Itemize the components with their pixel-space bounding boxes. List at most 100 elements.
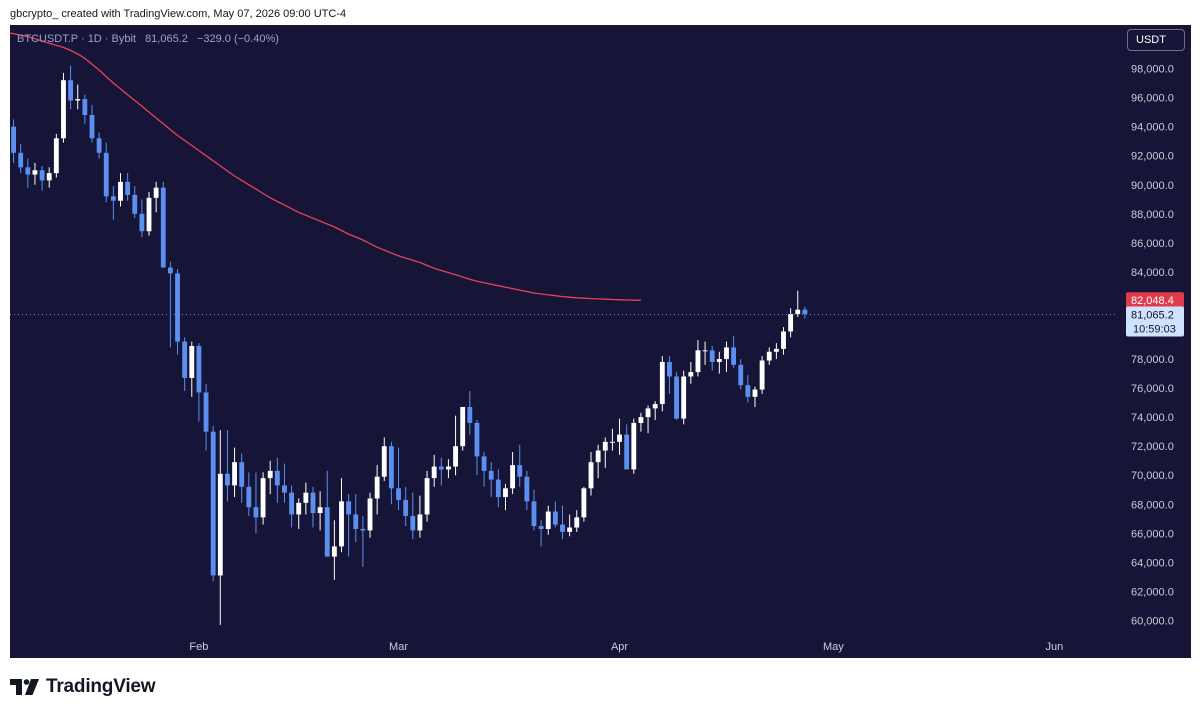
- candle-body: [25, 167, 31, 175]
- candle-body: [189, 345, 195, 378]
- candle-body: [460, 406, 466, 447]
- countdown-label: 10:59:03: [1133, 324, 1176, 336]
- symbol-label: BTCUSDT.P · 1D · Bybit: [17, 33, 136, 45]
- candle-body: [118, 181, 123, 201]
- candle-body: [602, 441, 608, 451]
- y-tick-label: 72,000.0: [1131, 441, 1174, 453]
- y-tick-label: 70,000.0: [1131, 470, 1174, 482]
- y-tick-label: 84,000.0: [1131, 267, 1174, 279]
- candle-body: [274, 470, 280, 486]
- x-tick-label: Feb: [189, 641, 208, 653]
- candle-body: [481, 456, 487, 471]
- candle-body: [688, 372, 694, 377]
- candle-body: [310, 492, 316, 513]
- candle-body: [239, 462, 245, 487]
- candle-body: [431, 466, 437, 479]
- candle-body: [645, 408, 651, 418]
- candle-body: [638, 417, 644, 423]
- candle-body: [353, 514, 359, 529]
- candle-body: [467, 406, 473, 423]
- candle-body: [745, 385, 751, 397]
- y-tick-label: 94,000.0: [1131, 122, 1174, 134]
- candle-body: [617, 434, 622, 442]
- y-tick-label: 74,000.0: [1131, 412, 1174, 424]
- candle-body: [160, 187, 166, 268]
- y-tick-label: 76,000.0: [1131, 383, 1174, 395]
- candle-body: [652, 404, 658, 409]
- current-price-tag: [1126, 306, 1184, 337]
- candle-body: [317, 507, 323, 513]
- candle-body: [103, 152, 109, 197]
- candle-body: [210, 431, 216, 576]
- candle-body: [716, 359, 722, 362]
- x-tick-label: Jun: [1046, 641, 1064, 653]
- y-tick-label: 98,000.0: [1131, 64, 1174, 76]
- candle-body: [495, 479, 501, 498]
- candle-body: [132, 194, 138, 214]
- candle-body: [667, 361, 672, 377]
- candle-body: [374, 476, 380, 499]
- candle-body: [545, 511, 551, 529]
- candle-body: [75, 99, 81, 101]
- tradingview-logo-icon: [10, 679, 39, 695]
- candle-body: [738, 364, 744, 386]
- candle-body: [681, 376, 687, 419]
- candle-body: [609, 441, 615, 443]
- candle-body: [324, 507, 330, 557]
- y-tick-label: 90,000.0: [1131, 180, 1174, 192]
- symbol-change: −329.0 (−0.40%): [196, 33, 279, 45]
- tradingview-wordmark: TradingView: [46, 676, 156, 697]
- candle-body: [674, 376, 679, 419]
- symbol-legend: BTCUSDT.P · 1D · Bybit 81,065.2 −329.0 (…: [17, 33, 279, 45]
- ma-value-label: 82,048.4: [1131, 295, 1174, 307]
- candle-body: [346, 501, 352, 515]
- candle-body: [581, 488, 587, 518]
- chart-area[interactable]: 60,000.0 62,000.0 64,000.0 66,000.0 68,000.0…: [10, 25, 1191, 658]
- candle-body: [11, 126, 16, 153]
- candle-body: [567, 527, 573, 532]
- candle-body: [396, 488, 401, 500]
- candle-body: [68, 80, 74, 101]
- candle-body: [695, 350, 701, 373]
- candle-body: [773, 348, 779, 352]
- candle-body: [339, 501, 344, 547]
- candle-body: [659, 361, 665, 405]
- candle-body: [531, 501, 537, 527]
- candle-body: [246, 486, 252, 508]
- tradingview-brand[interactable]: TradingView: [10, 676, 156, 698]
- candle-body: [702, 350, 708, 352]
- candle-body: [18, 152, 24, 168]
- candle-body: [524, 476, 530, 502]
- candle-body: [538, 526, 544, 529]
- candle-body: [403, 499, 409, 516]
- candle-body: [788, 314, 794, 332]
- candle-body: [203, 392, 209, 432]
- candle-body: [96, 138, 102, 153]
- candle-body: [253, 507, 259, 518]
- candle-body: [424, 478, 430, 515]
- y-tick-label: 64,000.0: [1131, 557, 1174, 569]
- y-tick-label: 68,000.0: [1131, 499, 1174, 511]
- candle-body: [217, 473, 223, 576]
- candle-body: [153, 187, 159, 198]
- candle-body: [232, 462, 237, 486]
- candle-body: [795, 309, 801, 315]
- candle-body: [752, 389, 758, 397]
- candle-body: [53, 138, 59, 174]
- candle-body: [146, 197, 152, 232]
- candle-body: [139, 213, 145, 232]
- ma-value-tag: [1126, 292, 1184, 309]
- candle-body: [510, 465, 516, 489]
- candle-body: [110, 196, 116, 201]
- candle-body: [631, 422, 637, 470]
- x-tick-label: Apr: [611, 641, 628, 653]
- currency-button[interactable]: USDT: [1127, 29, 1185, 51]
- candle-body: [39, 170, 45, 181]
- candle-body: [503, 488, 508, 498]
- candle-body: [488, 470, 494, 480]
- candle-body: [709, 350, 715, 362]
- candle-body: [381, 446, 387, 477]
- y-tick-label: 78,000.0: [1131, 354, 1174, 366]
- chart-canvas[interactable]: 60,000.0 62,000.0 64,000.0 66,000.0 68,000.0…: [10, 25, 1191, 658]
- candle-body: [438, 466, 444, 470]
